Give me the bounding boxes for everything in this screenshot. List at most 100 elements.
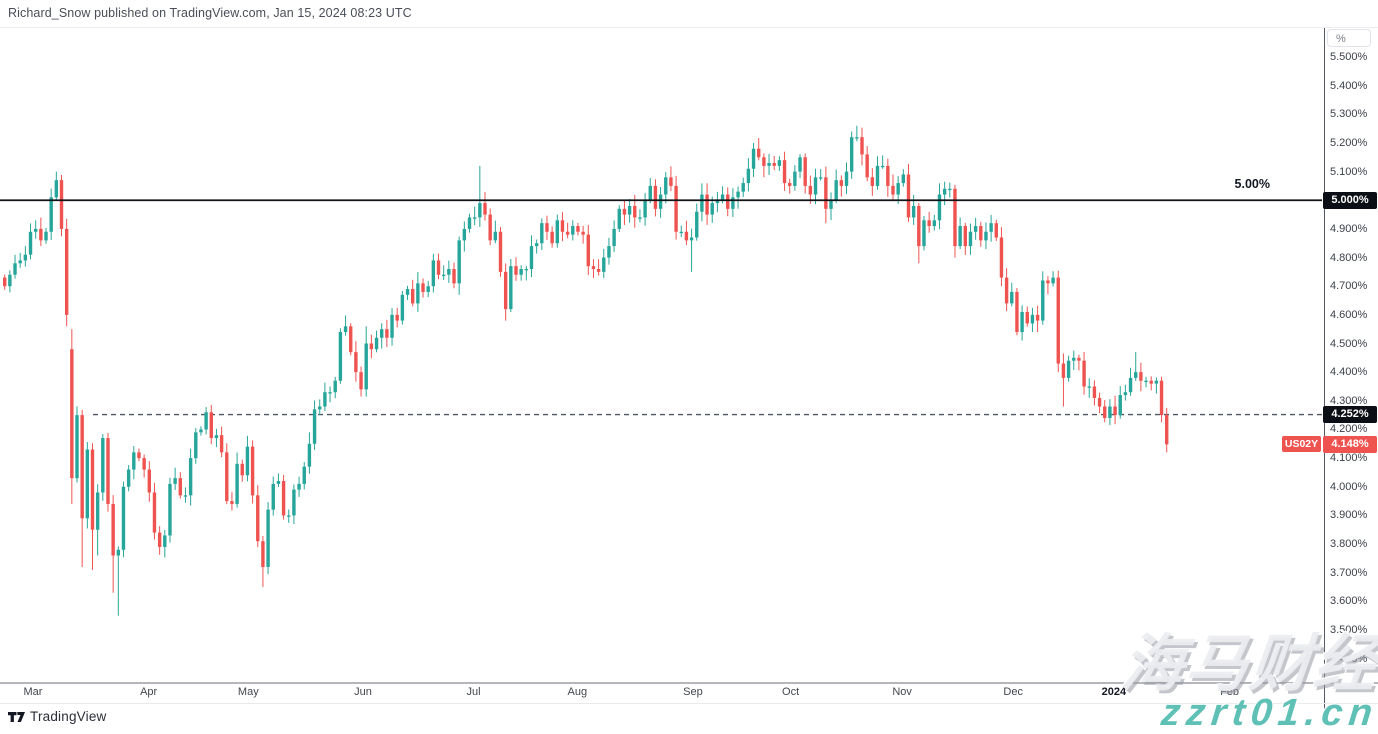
candle-body xyxy=(1035,314,1040,321)
candle-body xyxy=(338,332,343,381)
time-tick-label-dec: Dec xyxy=(1003,686,1023,698)
time-tick-label-sep: Sep xyxy=(683,686,703,698)
candle-body xyxy=(524,269,529,271)
percent-scale-button[interactable]: % xyxy=(1327,29,1371,47)
price-tick-label: 3.700% xyxy=(1330,566,1368,579)
candle-body xyxy=(101,438,105,493)
candle-body xyxy=(720,194,725,201)
candle-body xyxy=(364,343,368,390)
candle-body xyxy=(126,469,131,487)
candle-body xyxy=(478,203,482,218)
candle-body xyxy=(498,231,503,272)
candle-body xyxy=(540,223,544,244)
candle-body xyxy=(571,226,575,235)
candle-body xyxy=(199,429,203,433)
candle-body xyxy=(54,180,59,198)
candle-body xyxy=(271,483,275,510)
candle-body xyxy=(219,435,224,453)
candle-body xyxy=(28,231,33,255)
candle-body xyxy=(777,160,782,166)
candle-body xyxy=(163,535,167,547)
price-tick-label: 3.500% xyxy=(1330,624,1368,636)
candle-body xyxy=(808,185,813,195)
candle-body xyxy=(168,483,172,536)
price-axis[interactable]: 5.500% 5.400% 5.300% 5.200% 5.100% 5.000% 4.90… xyxy=(1322,28,1378,683)
candle-body xyxy=(674,185,678,232)
candle-body xyxy=(1056,277,1060,364)
candle-body xyxy=(886,165,890,186)
candle-body xyxy=(1097,397,1102,407)
price-tick-label: 3.600% xyxy=(1330,595,1368,608)
candle-body xyxy=(829,200,833,209)
candle-body xyxy=(447,269,451,275)
price-tick-label: 3.400% xyxy=(1330,652,1368,665)
price-tick-label: 4.200% xyxy=(1330,423,1368,436)
candle-body xyxy=(705,194,709,215)
candle-body xyxy=(973,226,978,232)
candle-body xyxy=(622,208,627,215)
candle-body xyxy=(405,289,410,295)
candle-body xyxy=(689,237,694,241)
candle-body xyxy=(1103,406,1107,418)
candle-body xyxy=(75,415,79,479)
candle-body xyxy=(617,208,621,229)
candle-body xyxy=(467,217,472,229)
candle-body xyxy=(757,148,761,158)
candle-body xyxy=(488,214,492,241)
candle-body xyxy=(911,205,916,218)
price-tick-label: 4.400% xyxy=(1330,366,1368,379)
candle-body xyxy=(343,326,348,333)
candle-body xyxy=(230,501,234,504)
candle-body xyxy=(426,286,430,292)
candle-body xyxy=(710,203,714,215)
price-tick-label: 3.900% xyxy=(1330,509,1368,522)
candle-body xyxy=(147,469,152,493)
candle-body xyxy=(736,191,740,198)
candle-body xyxy=(788,183,792,186)
time-tick-label-may: May xyxy=(237,686,259,698)
candle-body xyxy=(204,412,208,430)
candle-body xyxy=(684,231,689,241)
candle-body xyxy=(80,415,84,519)
footer-divider xyxy=(0,703,1378,704)
candle-body xyxy=(849,137,854,172)
candle-body xyxy=(839,180,844,186)
candle-body xyxy=(664,177,668,195)
candle-body xyxy=(534,243,539,247)
candle-body xyxy=(1134,372,1138,378)
candle-body xyxy=(106,438,110,504)
candle-body xyxy=(183,495,188,497)
candle-body xyxy=(85,449,90,519)
candle-body xyxy=(49,197,53,232)
candle-body xyxy=(1025,311,1029,324)
candle-body xyxy=(880,165,885,168)
candle-body xyxy=(545,223,549,232)
candle-body xyxy=(772,163,776,166)
candle-body xyxy=(901,174,906,184)
candle-body xyxy=(596,269,601,272)
candle-body xyxy=(194,432,198,459)
candle-body xyxy=(1061,363,1066,378)
candle-body xyxy=(1128,377,1133,393)
tradingview-logo[interactable]: TradingView xyxy=(8,709,107,724)
candle-body xyxy=(323,392,327,407)
candle-body xyxy=(529,246,534,270)
candle-body xyxy=(1108,406,1112,418)
candle-body xyxy=(1159,380,1164,416)
candle-body xyxy=(64,228,69,315)
candle-body xyxy=(493,231,498,241)
price-tick-label: 5.100% xyxy=(1330,165,1368,178)
time-axis[interactable]: Mar Apr May Jun Jul Aug Sep Oct Nov Dec 2024 Feb xyxy=(0,683,1322,703)
candle-body xyxy=(209,412,213,439)
horizontal-line-label: 5.00% xyxy=(1234,177,1270,192)
candle-body xyxy=(896,183,900,195)
candle-body xyxy=(307,443,312,467)
candle-body xyxy=(1077,357,1081,361)
candle-body xyxy=(111,503,115,556)
candle-body xyxy=(653,185,658,209)
price-tick-label: 4.100% xyxy=(1330,452,1368,465)
candle-body xyxy=(834,180,838,201)
candle-body xyxy=(287,515,291,517)
candle-body xyxy=(245,446,250,476)
